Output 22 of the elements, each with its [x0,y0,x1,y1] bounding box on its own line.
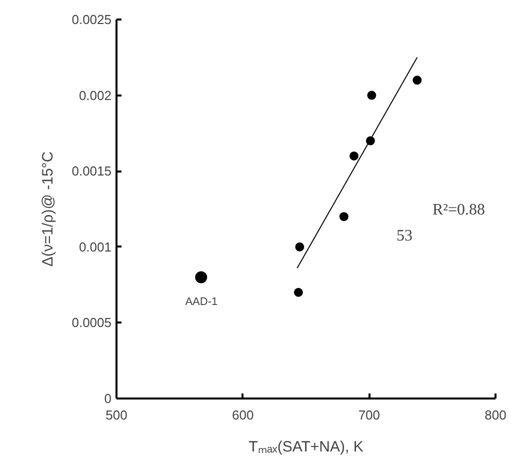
point [295,242,304,252]
y-tick-label: 0.001 [78,239,112,254]
x-tick-label: 700 [358,408,380,422]
y-tick-label: 0 [104,391,112,406]
annotation: R²=0.88 [432,202,485,219]
point [412,76,422,85]
x-tick-label: 500 [106,408,128,422]
annotation: AAD-1 [185,296,218,308]
y-tick-label: 0.0025 [72,12,112,27]
point [367,90,376,100]
point [195,271,208,284]
x-tick-label: 600 [232,408,254,422]
y-axis-title: Δ(ν=1/ρ)@ -15°C [40,151,57,267]
y-tick-label: 0.0005 [72,315,112,330]
x-axis-title: Tₘₐₓ(SAT+NA), K [248,438,364,456]
point [350,151,359,160]
annotation: 53 [396,228,413,245]
y-tick-label: 0.0015 [72,164,112,179]
y-tick-label: 0.002 [78,88,112,103]
point [339,212,348,222]
x-tick-label: 800 [484,408,506,422]
point [294,288,303,297]
